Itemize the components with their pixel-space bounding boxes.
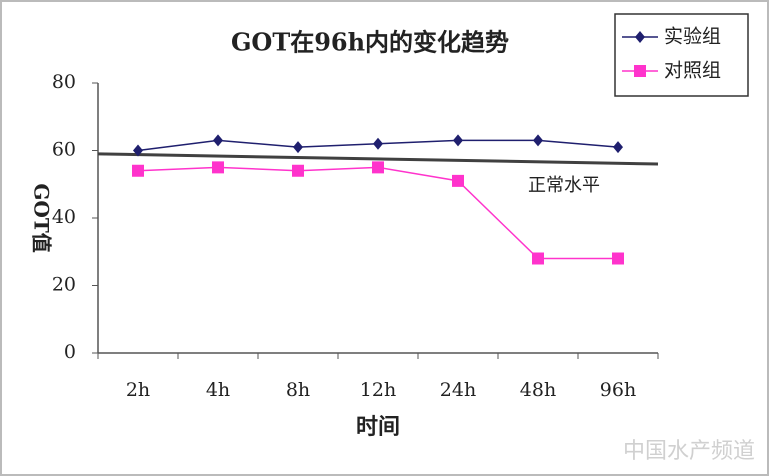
data-point bbox=[292, 164, 304, 177]
x-axis-label: 时间 bbox=[356, 414, 400, 440]
x-tick-label: 4h bbox=[206, 379, 230, 401]
chart-title: GOT在96h内的变化趋势 bbox=[231, 28, 509, 57]
data-point bbox=[372, 161, 384, 174]
reference-label: 正常水平 bbox=[528, 175, 600, 196]
y-tick-label: 0 bbox=[64, 341, 76, 363]
x-tick-label: 8h bbox=[286, 379, 310, 401]
data-point bbox=[373, 137, 383, 150]
data-point bbox=[132, 164, 144, 177]
x-tick-label: 12h bbox=[360, 379, 396, 401]
reference-line bbox=[97, 152, 659, 166]
y-tick-label: 20 bbox=[52, 274, 76, 296]
y-tick-label: 60 bbox=[52, 139, 76, 161]
data-point bbox=[212, 161, 224, 174]
data-point bbox=[452, 174, 464, 187]
watermark: 中国水产频道 bbox=[623, 439, 755, 464]
data-point bbox=[213, 134, 223, 147]
legend-label: 对照组 bbox=[664, 60, 721, 82]
data-point bbox=[293, 141, 303, 154]
y-tick-label: 40 bbox=[52, 206, 76, 228]
data-point bbox=[532, 252, 544, 265]
x-tick-label: 24h bbox=[440, 379, 476, 401]
data-point bbox=[612, 252, 624, 265]
legend-marker bbox=[634, 65, 646, 77]
data-point bbox=[453, 134, 463, 147]
y-axis-label: GOT值 bbox=[30, 183, 54, 252]
x-tick-label: 96h bbox=[600, 379, 636, 401]
x-tick-label: 48h bbox=[520, 379, 556, 401]
data-point bbox=[133, 144, 143, 157]
legend-label: 实验组 bbox=[664, 26, 721, 48]
y-tick-label: 80 bbox=[52, 71, 76, 93]
legend bbox=[614, 13, 749, 97]
data-point bbox=[613, 141, 623, 154]
legend-marker bbox=[635, 31, 645, 43]
data-point bbox=[533, 134, 543, 147]
x-tick-label: 2h bbox=[126, 379, 150, 401]
